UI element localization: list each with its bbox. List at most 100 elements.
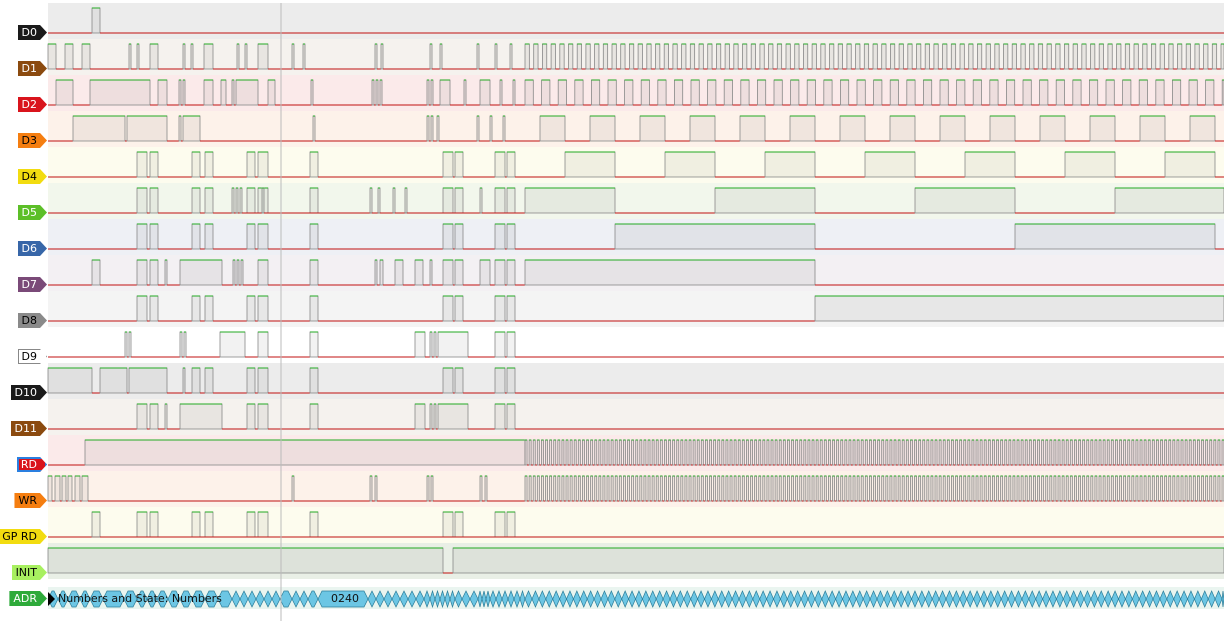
high-pulse bbox=[791, 439, 794, 466]
high-pulse bbox=[1185, 43, 1191, 70]
high-pulse bbox=[494, 403, 506, 430]
high-pulse bbox=[84, 439, 526, 466]
high-pulse bbox=[885, 439, 889, 466]
high-pulse bbox=[629, 43, 635, 70]
channel-label-rd[interactable]: RD bbox=[17, 457, 47, 472]
high-pulse bbox=[231, 79, 235, 106]
high-pulse bbox=[374, 43, 378, 70]
high-pulse bbox=[204, 151, 214, 178]
bus-value-0240[interactable]: 0240 bbox=[331, 592, 359, 605]
channel-label-d10[interactable]: D10 bbox=[11, 385, 47, 400]
high-pulse bbox=[1194, 43, 1200, 70]
channel-label-gp-rd[interactable]: GP RD bbox=[0, 529, 47, 544]
high-pulse bbox=[819, 475, 823, 502]
high-pulse bbox=[1131, 475, 1135, 502]
high-pulse bbox=[1119, 439, 1122, 466]
high-pulse bbox=[696, 475, 700, 502]
high-pulse bbox=[1053, 439, 1057, 466]
high-pulse bbox=[1124, 43, 1131, 70]
channel-band-d4 bbox=[48, 147, 1224, 183]
high-pulse bbox=[934, 475, 938, 502]
high-pulse bbox=[149, 223, 159, 250]
high-pulse bbox=[836, 439, 840, 466]
high-pulse bbox=[236, 259, 240, 286]
high-pulse bbox=[799, 439, 803, 466]
high-pulse bbox=[429, 259, 433, 286]
high-pulse bbox=[881, 439, 885, 466]
channel-label-d0[interactable]: D0 bbox=[18, 25, 47, 40]
high-pulse bbox=[379, 79, 383, 106]
high-pulse bbox=[725, 475, 729, 502]
high-pulse bbox=[983, 475, 987, 502]
high-pulse bbox=[923, 79, 933, 106]
channel-label-wr[interactable]: WR bbox=[14, 493, 47, 508]
high-pulse bbox=[437, 331, 469, 358]
high-pulse bbox=[1028, 439, 1032, 466]
channel-label-d8[interactable]: D8 bbox=[18, 313, 47, 328]
channel-label-d2[interactable]: D2 bbox=[18, 97, 47, 112]
high-pulse bbox=[257, 511, 269, 538]
high-pulse bbox=[484, 475, 488, 502]
high-pulse bbox=[1024, 475, 1028, 502]
high-pulse bbox=[740, 79, 750, 106]
high-pulse bbox=[733, 475, 737, 502]
high-pulse bbox=[733, 43, 739, 70]
high-pulse bbox=[1123, 439, 1127, 466]
high-pulse bbox=[81, 43, 91, 70]
high-pulse bbox=[1055, 79, 1065, 106]
high-pulse bbox=[610, 475, 614, 502]
high-pulse bbox=[1201, 439, 1204, 466]
high-pulse bbox=[795, 475, 799, 502]
channel-label-init[interactable]: INIT bbox=[12, 565, 47, 580]
channel-label-d9[interactable]: D9 bbox=[18, 349, 47, 364]
high-pulse bbox=[905, 475, 909, 502]
high-pulse bbox=[852, 439, 856, 466]
channel-label-d11[interactable]: D11 bbox=[11, 421, 47, 436]
high-pulse bbox=[1090, 439, 1094, 466]
high-pulse bbox=[1098, 475, 1102, 502]
high-pulse bbox=[506, 403, 516, 430]
high-pulse bbox=[1016, 475, 1020, 502]
high-pulse bbox=[975, 439, 979, 466]
high-pulse bbox=[1184, 439, 1188, 466]
high-pulse bbox=[506, 187, 516, 214]
high-pulse bbox=[1053, 475, 1057, 502]
high-pulse bbox=[602, 475, 606, 502]
high-pulse bbox=[950, 43, 957, 70]
channel-label-d5[interactable]: D5 bbox=[18, 205, 47, 220]
channel-label-d1[interactable]: D1 bbox=[18, 61, 47, 76]
high-pulse bbox=[1156, 439, 1159, 466]
high-pulse bbox=[430, 115, 434, 142]
high-pulse bbox=[1022, 79, 1032, 106]
high-pulse bbox=[855, 43, 861, 70]
high-pulse bbox=[559, 43, 565, 70]
high-pulse bbox=[637, 43, 643, 70]
high-pulse bbox=[655, 43, 661, 70]
high-pulse bbox=[762, 439, 766, 466]
high-pulse bbox=[67, 475, 73, 502]
high-pulse bbox=[639, 475, 643, 502]
high-pulse bbox=[426, 475, 430, 502]
high-pulse bbox=[689, 43, 696, 70]
channel-label-d6[interactable]: D6 bbox=[18, 241, 47, 256]
high-pulse bbox=[994, 43, 1000, 70]
channel-label-d3[interactable]: D3 bbox=[18, 133, 47, 148]
high-pulse bbox=[832, 475, 835, 502]
high-pulse bbox=[190, 43, 194, 70]
high-pulse bbox=[494, 43, 498, 70]
high-pulse bbox=[374, 259, 378, 286]
high-pulse bbox=[220, 79, 227, 106]
high-pulse bbox=[721, 475, 725, 502]
high-pulse bbox=[149, 403, 159, 430]
channel-label-adr[interactable]: ADR bbox=[9, 591, 47, 606]
high-pulse bbox=[1064, 43, 1070, 70]
high-pulse bbox=[191, 223, 201, 250]
high-pulse bbox=[959, 439, 963, 466]
channel-label-d4[interactable]: D4 bbox=[18, 169, 47, 184]
channel-label-d7[interactable]: D7 bbox=[18, 277, 47, 292]
high-pulse bbox=[623, 439, 626, 466]
high-pulse bbox=[1205, 439, 1209, 466]
high-pulse bbox=[476, 43, 480, 70]
high-pulse bbox=[1065, 439, 1069, 466]
